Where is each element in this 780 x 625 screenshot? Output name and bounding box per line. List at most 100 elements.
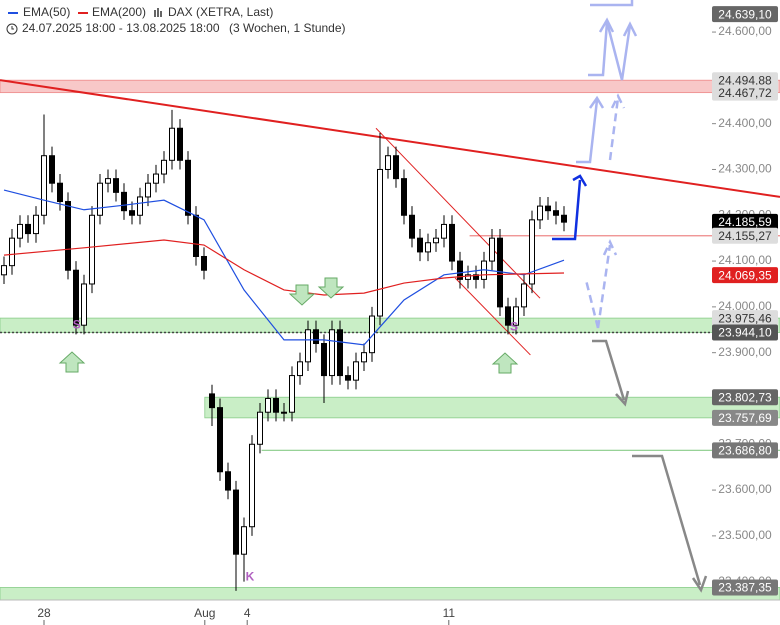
candle-body (105, 178, 111, 184)
projection (552, 179, 582, 241)
price-label-box (712, 84, 778, 101)
price-label-box (712, 442, 778, 459)
candle-body (33, 214, 39, 235)
y-tick-label: 24.000,00 (718, 299, 772, 313)
price-label: 24.185,59 (718, 215, 772, 229)
arrow-down (317, 277, 345, 299)
candle-body (145, 182, 151, 198)
price-label: 23.944,10 (718, 326, 772, 340)
annotation: S (510, 320, 518, 334)
candle-body (49, 155, 55, 184)
candle-body (25, 223, 31, 235)
projection (632, 454, 708, 593)
candle-icon (154, 8, 162, 17)
y-tick-label: 24.100,00 (718, 253, 772, 267)
axes: 28Aug41123.400,0023.500,0023.600,0023.70… (0, 6, 780, 625)
candle-body (393, 155, 399, 180)
price-label: 23.757,69 (718, 411, 772, 425)
annotation: K (246, 569, 255, 583)
candle-body (305, 329, 311, 363)
candle-body (441, 223, 447, 239)
price-label: 23.802,73 (718, 390, 772, 404)
candle-body (545, 205, 551, 212)
y-tick-label: 24.600,00 (718, 24, 772, 38)
candle-body (81, 283, 87, 326)
zone (0, 587, 780, 601)
price-label-box (712, 389, 778, 406)
price-label-box (712, 6, 778, 23)
zone (0, 317, 780, 333)
zone (204, 396, 780, 419)
x-tick-label: Aug (194, 606, 215, 620)
y-tick-label: 24.400,00 (718, 116, 772, 130)
candle-body (369, 315, 375, 354)
candle-body (289, 375, 295, 413)
x-tick-label: 28 (37, 606, 51, 620)
candle-body (169, 127, 175, 161)
candle-body (385, 155, 391, 170)
projection (605, 21, 638, 81)
candle-body (465, 274, 471, 280)
candle-body (273, 397, 279, 413)
y-tick-label: 23.900,00 (718, 345, 772, 359)
projection (576, 0, 634, 164)
candle-body (97, 182, 103, 216)
candle-body (185, 159, 191, 216)
candle-body (457, 260, 463, 280)
candle-body (137, 196, 143, 216)
candle-body (425, 242, 431, 253)
trendline (0, 79, 780, 198)
price-label: 23.686,80 (718, 443, 772, 457)
candle-body (337, 329, 343, 377)
candle-body (161, 159, 167, 175)
candle-body (329, 329, 335, 377)
projection (584, 93, 626, 329)
candle-body (73, 269, 79, 326)
chart-period: (3 Wochen, 1 Stunde) (229, 21, 346, 35)
price-label-box (712, 227, 778, 244)
candle-body (57, 182, 63, 203)
candle-body (473, 274, 479, 280)
projection-head (572, 174, 588, 187)
candle-body (521, 283, 527, 308)
candle-body (449, 223, 455, 262)
candle-body (489, 237, 495, 262)
price-label: 24.494,88 (718, 73, 772, 87)
candle-body (89, 214, 95, 285)
trendline (375, 127, 541, 299)
candle-body (409, 214, 415, 239)
candle-body (225, 471, 231, 491)
price-label: 24.639,10 (718, 7, 772, 21)
x-tick-label: 4 (244, 606, 251, 620)
candle-body (121, 191, 127, 212)
candle-body (433, 237, 439, 244)
zone (0, 79, 780, 94)
price-label-box (712, 267, 778, 284)
candle-body (41, 155, 47, 216)
arrow-down (288, 284, 316, 306)
candle-body (553, 210, 559, 216)
price-label: 23.975,46 (718, 311, 772, 325)
annotation: S (73, 317, 81, 331)
chart-title: DAX (XETRA, Last) (168, 5, 273, 19)
candle-body (281, 411, 287, 414)
price-label-box (712, 213, 778, 230)
legend-label: EMA(50) (23, 5, 70, 19)
candle-body (9, 237, 15, 267)
candle-body (417, 237, 423, 253)
header: EMA(50) EMA(200) DAX (XETRA, Last) 24.07… (0, 3, 360, 37)
chart-subtitle: 24.07.2025 18:00 - 13.08.2025 18:00 (22, 21, 220, 35)
candle-body (241, 526, 247, 555)
clock-icon (6, 23, 18, 35)
arrow-up (491, 352, 519, 374)
candle-body (513, 306, 519, 326)
price-label: 24.155,27 (718, 229, 772, 243)
candle-body (177, 127, 183, 161)
candle-body (505, 306, 511, 326)
candle-body (217, 407, 223, 473)
candle-body (1, 265, 7, 276)
candle-body (193, 214, 199, 257)
candle-body (345, 375, 351, 381)
candle-body (361, 352, 367, 363)
